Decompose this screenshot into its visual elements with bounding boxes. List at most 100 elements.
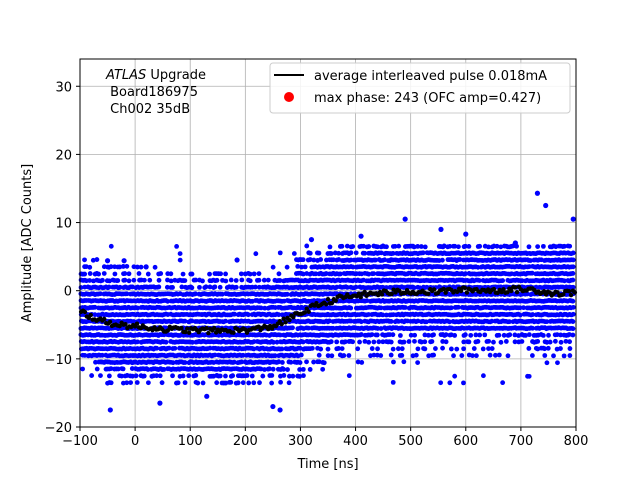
scatter-point — [168, 278, 174, 284]
scatter-point — [567, 353, 573, 358]
scatter-point — [329, 353, 335, 359]
scatter-point — [570, 311, 576, 317]
scatter-point — [87, 271, 93, 276]
y-tick-label: 10 — [55, 217, 72, 232]
scatter-point — [380, 339, 386, 345]
scatter-point — [239, 277, 245, 283]
scatter-point — [94, 257, 100, 262]
average-pulse-point — [362, 289, 367, 295]
scatter-point — [486, 338, 492, 344]
average-pulse-point — [117, 323, 122, 329]
scatter-point — [166, 345, 172, 351]
scatter-point — [526, 244, 532, 250]
scatter-point — [175, 380, 181, 386]
scatter-point — [223, 278, 229, 284]
scatter-point — [374, 332, 380, 338]
scatter-point — [336, 250, 341, 256]
scatter-point — [528, 258, 533, 263]
scatter-point — [117, 284, 123, 290]
scatter-point — [447, 319, 452, 325]
x-tick-label: 600 — [453, 434, 478, 449]
scatter-point — [454, 346, 460, 352]
scatter-point — [87, 264, 93, 270]
scatter-point — [561, 243, 567, 249]
scatter-point — [251, 339, 257, 344]
scatter-point — [395, 346, 401, 352]
scatter-point — [470, 353, 475, 359]
scatter-point — [555, 360, 560, 366]
scatter-point — [401, 359, 407, 365]
scatter-point — [165, 298, 171, 304]
x-axis-label: Time [ns] — [296, 457, 358, 472]
scatter-point — [388, 339, 394, 345]
scatter-point — [207, 345, 213, 351]
scatter-point — [320, 366, 326, 372]
scatter-point — [82, 352, 88, 358]
scatter-point — [251, 271, 257, 277]
scatter-point — [348, 305, 354, 311]
scatter-point — [570, 326, 576, 332]
scatter-point — [124, 263, 130, 269]
average-pulse-point — [323, 302, 329, 307]
scatter-point — [279, 346, 285, 352]
scatter-point — [482, 332, 488, 338]
scatter-point — [130, 373, 135, 379]
scatter-point — [489, 346, 495, 351]
scatter-point — [223, 373, 228, 379]
scatter-point — [461, 339, 467, 345]
scatter-point — [82, 257, 87, 263]
y-tick-label: 0 — [64, 285, 72, 300]
scatter-point — [415, 360, 421, 365]
scatter-outlier-point — [402, 216, 408, 222]
scatter-point — [108, 380, 114, 386]
x-tick-label: 500 — [398, 434, 423, 449]
scatter-point — [505, 353, 511, 359]
scatter-point — [507, 319, 512, 325]
scatter-point — [246, 380, 252, 386]
scatter-point — [475, 339, 481, 344]
scatter-point — [286, 373, 292, 379]
scatter-point — [526, 373, 532, 379]
scatter-point — [494, 243, 500, 249]
scatter-point — [311, 359, 317, 365]
scatter-point — [422, 332, 428, 338]
scatter-point — [334, 339, 340, 345]
scatter-point — [233, 284, 239, 290]
scatter-point — [135, 339, 140, 345]
scatter-outlier-point — [308, 236, 315, 243]
scatter-point — [203, 284, 209, 290]
y-tick-label: 30 — [55, 80, 72, 95]
scatter-point — [500, 278, 506, 283]
scatter-point — [330, 325, 336, 331]
scatter-point — [546, 332, 551, 338]
average-pulse-point — [333, 298, 338, 303]
scatter-point — [145, 271, 151, 277]
scatter-point — [401, 339, 407, 345]
scatter-point — [240, 352, 246, 358]
scatter-point — [156, 277, 162, 283]
scatter-point — [97, 291, 103, 297]
scatter-point — [438, 380, 444, 386]
scatter-point — [277, 332, 283, 338]
scatter-point — [570, 257, 576, 263]
scatter-point — [512, 332, 518, 338]
scatter-point — [375, 244, 380, 250]
scatter-point — [318, 257, 324, 262]
scatter-point — [309, 345, 315, 351]
scatter-point — [440, 345, 445, 351]
scatter-point — [545, 345, 551, 351]
x-tick-label: 100 — [178, 434, 203, 449]
scatter-outlier-point — [543, 202, 549, 209]
scatter-point — [570, 271, 576, 276]
scatter-point — [477, 243, 483, 249]
scatter-point — [523, 332, 528, 338]
x-tick-label: 700 — [508, 434, 533, 449]
average-pulse-point — [204, 325, 209, 331]
scatter-point — [390, 346, 396, 352]
scatter-point — [373, 257, 378, 263]
scatter-point — [207, 284, 213, 290]
x-tick-label: 200 — [233, 434, 258, 449]
scatter-point — [357, 339, 362, 345]
scatter-outlier-point — [204, 393, 210, 399]
